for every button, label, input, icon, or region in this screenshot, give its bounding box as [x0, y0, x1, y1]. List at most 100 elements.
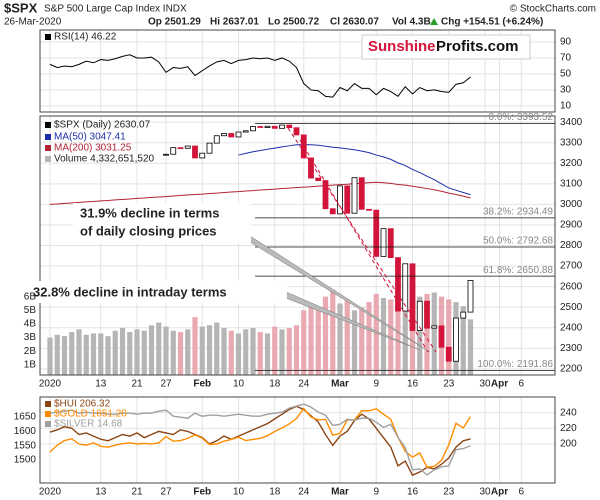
candle: [337, 185, 343, 215]
volume-bar: [279, 329, 285, 375]
fib-label: 0.0%: 3393.52: [489, 112, 554, 123]
candle: [235, 131, 242, 138]
volume-bar: [402, 289, 408, 375]
stat: Vol 4.3B: [392, 17, 431, 28]
legend-swatch: [45, 34, 51, 40]
y-tick-label: 2300: [560, 343, 583, 354]
candle: [184, 145, 191, 149]
x-tick-label: 27: [160, 379, 172, 390]
volume-bar: [243, 329, 249, 375]
candle: [315, 177, 322, 181]
candle: [264, 125, 271, 128]
volume-bar: [424, 293, 430, 375]
y-tick-label: 2B: [24, 346, 37, 357]
candle: [213, 135, 220, 144]
volume-bar: [446, 299, 452, 375]
index-name: S&P 500 Large Cap Index INDX: [44, 4, 187, 15]
volume-bar: [250, 327, 256, 375]
y-tick-label: 3B: [24, 332, 37, 343]
metals-frame: [39, 396, 556, 484]
candle: [373, 209, 380, 257]
x-tick-label: 21: [131, 379, 143, 390]
legend-swatch: [45, 156, 51, 162]
fib-label: 50.0%: 2792.68: [483, 236, 553, 247]
y-tick-label: 90: [560, 37, 572, 48]
candle: [467, 280, 474, 313]
y-tick-label: 6B: [24, 291, 37, 302]
y-tick-label: 1B: [24, 359, 37, 370]
legend-swatch: [45, 134, 51, 140]
up-arrow: [430, 18, 438, 25]
volume-bar: [293, 325, 300, 375]
logo-box: [361, 34, 531, 60]
candle: [279, 124, 285, 129]
volume-bar: [47, 337, 53, 375]
candle: [322, 180, 329, 210]
candle: [431, 325, 438, 329]
series-line: [49, 181, 471, 205]
x-tick-label: Feb: [193, 487, 211, 498]
decline-line: [299, 139, 429, 353]
volume-bar: [61, 336, 68, 375]
x-tick-label: 16: [407, 487, 419, 498]
volume-bar: [141, 330, 147, 375]
volume-bar: [83, 334, 89, 375]
legend-swatch: [45, 421, 51, 427]
volume-bar: [54, 334, 60, 375]
rsi-frame: [39, 29, 556, 113]
candle: [170, 147, 177, 155]
candle: [453, 317, 459, 362]
volume-bar: [148, 325, 155, 375]
volume-bar: [337, 303, 343, 375]
volume-bar: [235, 333, 242, 375]
volume-bar: [460, 306, 466, 375]
candle: [438, 325, 445, 348]
x-tick-label: 23: [443, 487, 455, 498]
volume-bar: [98, 333, 104, 375]
y-tick-label: 240: [560, 407, 577, 418]
y-tick-label: 2200: [560, 363, 583, 374]
y-tick-label: 10: [560, 101, 572, 112]
x-tick-label: 23: [443, 379, 455, 390]
series-line: [49, 54, 471, 98]
candle: [206, 142, 213, 154]
volume-bar: [286, 327, 292, 375]
legend-label: $SILVER 14.68: [54, 419, 123, 430]
volume-bar: [192, 317, 198, 375]
candle: [424, 300, 430, 329]
annotation: of daily closing prices: [80, 223, 217, 238]
annotation: 31.9% decline in terms: [80, 205, 219, 220]
volume-bar: [351, 310, 358, 375]
y-tick-label: 2800: [560, 240, 583, 251]
x-tick-label: 13: [95, 487, 107, 498]
volume-bar: [163, 326, 169, 375]
volume-bar: [90, 333, 97, 375]
logo-profits: Profits.com: [436, 38, 519, 55]
stat: Op 2501.29: [148, 17, 201, 28]
y-tick-label: 2900: [560, 220, 583, 231]
volume-bar: [105, 336, 111, 375]
volume-bar: [366, 302, 372, 375]
stat: Lo 2500.72: [268, 17, 320, 28]
legend-swatch: [45, 122, 51, 128]
x-tick-label: Apr: [491, 379, 508, 390]
stat: Chg +154.51 (+6.24%): [441, 17, 543, 28]
volume-bar: [359, 307, 365, 375]
x-tick-label: 13: [95, 379, 107, 390]
series-line: [49, 403, 471, 476]
annotation: 32.8% decline in intraday terms: [33, 284, 227, 299]
volume-bar: [221, 327, 227, 375]
candle: [358, 177, 365, 210]
y-tick-label: 220: [560, 423, 577, 434]
candle: [271, 125, 278, 129]
y-tick-label: 5B: [24, 305, 37, 316]
x-tick-label: 10: [233, 487, 245, 498]
candle: [445, 346, 452, 362]
volume-bar: [417, 296, 423, 375]
decline-line: [287, 127, 437, 353]
volume-bar: [344, 299, 350, 375]
candle: [344, 185, 351, 214]
x-tick-label: Mar: [331, 379, 349, 390]
x-tick-label: 18: [269, 379, 281, 390]
y-tick-label: 3300: [560, 137, 583, 148]
